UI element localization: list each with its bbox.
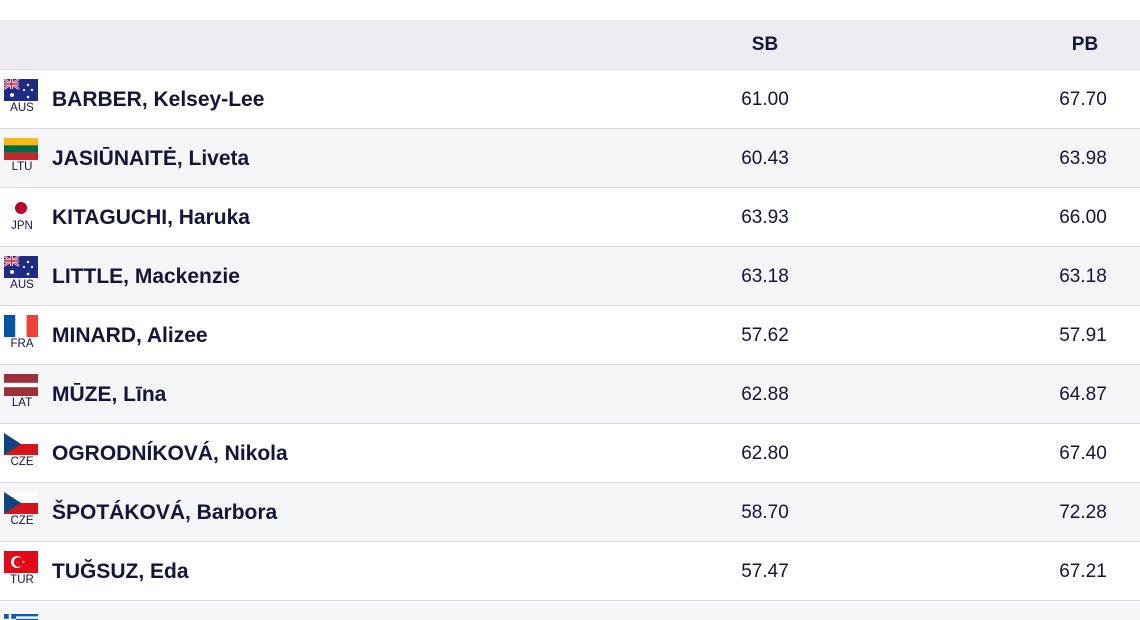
table-row[interactable]: FRA MINARD, Alizee 57.62 57.91 — [0, 306, 1140, 365]
turkey-flag-icon — [4, 551, 38, 573]
table-row[interactable]: LTU JASIŪNAITĖ, Liveta 60.43 63.98 — [0, 129, 1140, 188]
sb-value: 62.80 — [741, 443, 789, 464]
pb-value: 57.91 — [1059, 325, 1107, 346]
table-row[interactable]: CZE ŠPOTÁKOVÁ, Barbora 58.70 72.28 — [0, 483, 1140, 542]
athlete-name[interactable]: MŪZE, Līna — [52, 383, 167, 406]
country-code: LTU — [11, 161, 33, 173]
table-row[interactable]: CZE OGRODNÍKOVÁ, Nikola 62.80 67.40 — [0, 424, 1140, 483]
table-row[interactable]: LAT MŪZE, Līna 62.88 64.87 — [0, 365, 1140, 424]
table-row[interactable]: AUS LITTLE, Mackenzie 63.18 63.18 — [0, 247, 1140, 306]
czechia-flag-icon — [4, 492, 38, 514]
sb-value: 57.62 — [741, 325, 789, 346]
country-code: AUS — [10, 102, 34, 114]
athlete-name[interactable]: JASIŪNAITĖ, Liveta — [52, 147, 250, 170]
pb-value: 67.21 — [1059, 561, 1107, 582]
table-row[interactable]: JPN KITAGUCHI, Haruka 63.93 66.00 — [0, 188, 1140, 247]
pb-value: 63.18 — [1059, 266, 1107, 287]
sb-column-header[interactable]: SB — [751, 34, 779, 55]
athlete-name[interactable]: OGRODNÍKOVÁ, Nikola — [52, 442, 288, 465]
japan-flag-icon — [4, 197, 38, 219]
country-code: CZE — [10, 515, 34, 527]
table-row-partial[interactable] — [0, 604, 1140, 620]
pb-value: 67.40 — [1059, 443, 1107, 464]
athlete-name[interactable]: BARBER, Kelsey-Lee — [52, 88, 265, 111]
table-header: SB PB — [0, 20, 1140, 70]
sb-value: 58.70 — [741, 502, 789, 523]
country-code: FRA — [10, 338, 34, 350]
pb-value: 66.00 — [1059, 207, 1107, 228]
pb-value: 72.28 — [1059, 502, 1107, 523]
sb-value: 60.43 — [741, 148, 789, 169]
top-strip — [0, 0, 1140, 20]
pb-value: 64.87 — [1059, 384, 1107, 405]
athlete-name[interactable]: LITTLE, Mackenzie — [52, 265, 240, 288]
athlete-name[interactable]: ŠPOTÁKOVÁ, Barbora — [52, 501, 278, 524]
sb-value: 57.47 — [741, 561, 789, 582]
athlete-name[interactable]: KITAGUCHI, Haruka — [52, 206, 250, 229]
sb-value: 63.93 — [741, 207, 789, 228]
czechia-flag-icon — [4, 433, 38, 455]
pb-column-header[interactable]: PB — [1071, 34, 1099, 55]
table-row[interactable]: AUS BARBER, Kelsey-Lee 61.00 67.70 — [0, 70, 1140, 129]
table-row[interactable]: TUR TUĞSUZ, Eda 57.47 67.21 — [0, 542, 1140, 601]
france-flag-icon — [4, 315, 38, 337]
latvia-flag-icon — [4, 374, 38, 396]
sb-value: 63.18 — [741, 266, 789, 287]
sb-value: 62.88 — [741, 384, 789, 405]
sb-value: 61.00 — [741, 89, 789, 110]
pb-value: 67.70 — [1059, 89, 1107, 110]
lithuania-flag-icon — [4, 138, 38, 160]
athlete-name[interactable]: MINARD, Alizee — [52, 324, 208, 347]
athlete-name[interactable]: TUĞSUZ, Eda — [52, 560, 189, 583]
country-code: LAT — [11, 397, 33, 409]
pb-value: 63.98 — [1059, 148, 1107, 169]
country-code: TUR — [10, 574, 34, 586]
country-code: CZE — [10, 456, 34, 468]
country-code: JPN — [11, 220, 33, 232]
greece-flag-icon — [4, 614, 38, 620]
country-code: AUS — [10, 279, 34, 291]
australia-flag-icon — [4, 79, 38, 101]
australia-flag-icon — [4, 256, 38, 278]
